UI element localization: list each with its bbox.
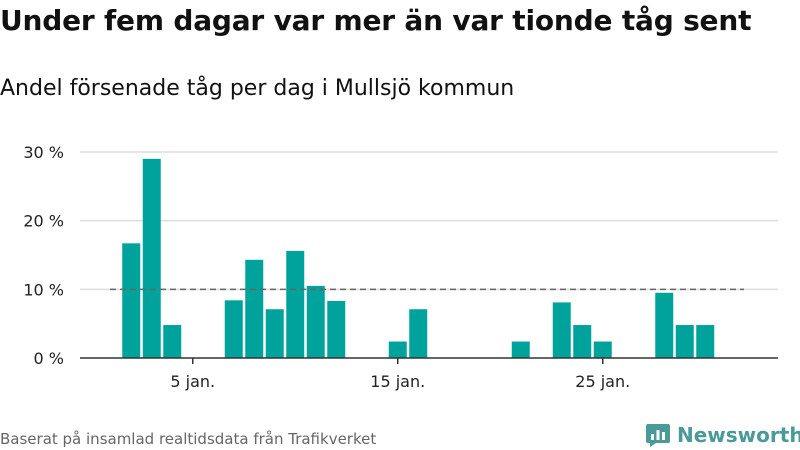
- x-tick-label: 15 jan.: [370, 372, 425, 391]
- bar-chart: 0 % 10 % 20 % 30 % 5 jan. 15 jan. 25 jan.: [23, 143, 778, 391]
- newsworthy-logo-icon: [646, 424, 670, 447]
- brand-name: Newsworthy: [677, 423, 800, 447]
- bar-day-3: [142, 158, 161, 358]
- y-tick-label: 10 %: [23, 280, 64, 299]
- bar-day-10: [286, 250, 305, 358]
- y-tick-label: 20 %: [23, 212, 64, 231]
- bar-day-4: [163, 325, 182, 358]
- chart-title: Under fem dagar var mer än var tionde tå…: [0, 4, 752, 37]
- chart-subtitle: Andel försenade tåg per dag i Mullsjö ko…: [0, 76, 515, 101]
- bar-day-7: [224, 300, 243, 358]
- y-tick-label: 0 %: [34, 349, 64, 368]
- bar-day-29: [675, 325, 694, 358]
- bar-day-24: [573, 325, 592, 358]
- bar-day-11: [306, 285, 325, 358]
- bar-day-30: [696, 325, 715, 358]
- bar-day-2: [122, 243, 141, 358]
- bar-day-9: [265, 309, 284, 358]
- x-tick-label: 25 jan.: [575, 372, 630, 391]
- bar-day-8: [245, 259, 264, 358]
- bar-day-23: [552, 302, 571, 358]
- y-tick-label: 30 %: [23, 143, 64, 162]
- bar-day-15: [388, 341, 407, 358]
- bar-day-28: [655, 292, 674, 358]
- brand-logo: Newsworthy: [645, 420, 800, 450]
- bar-day-12: [327, 301, 346, 358]
- bar-day-21: [511, 341, 530, 358]
- source-note: Baserat på insamlad realtidsdata från Tr…: [0, 430, 377, 448]
- bar-day-16: [409, 309, 428, 358]
- x-tick-label: 5 jan.: [170, 372, 215, 391]
- bar-day-25: [593, 341, 612, 358]
